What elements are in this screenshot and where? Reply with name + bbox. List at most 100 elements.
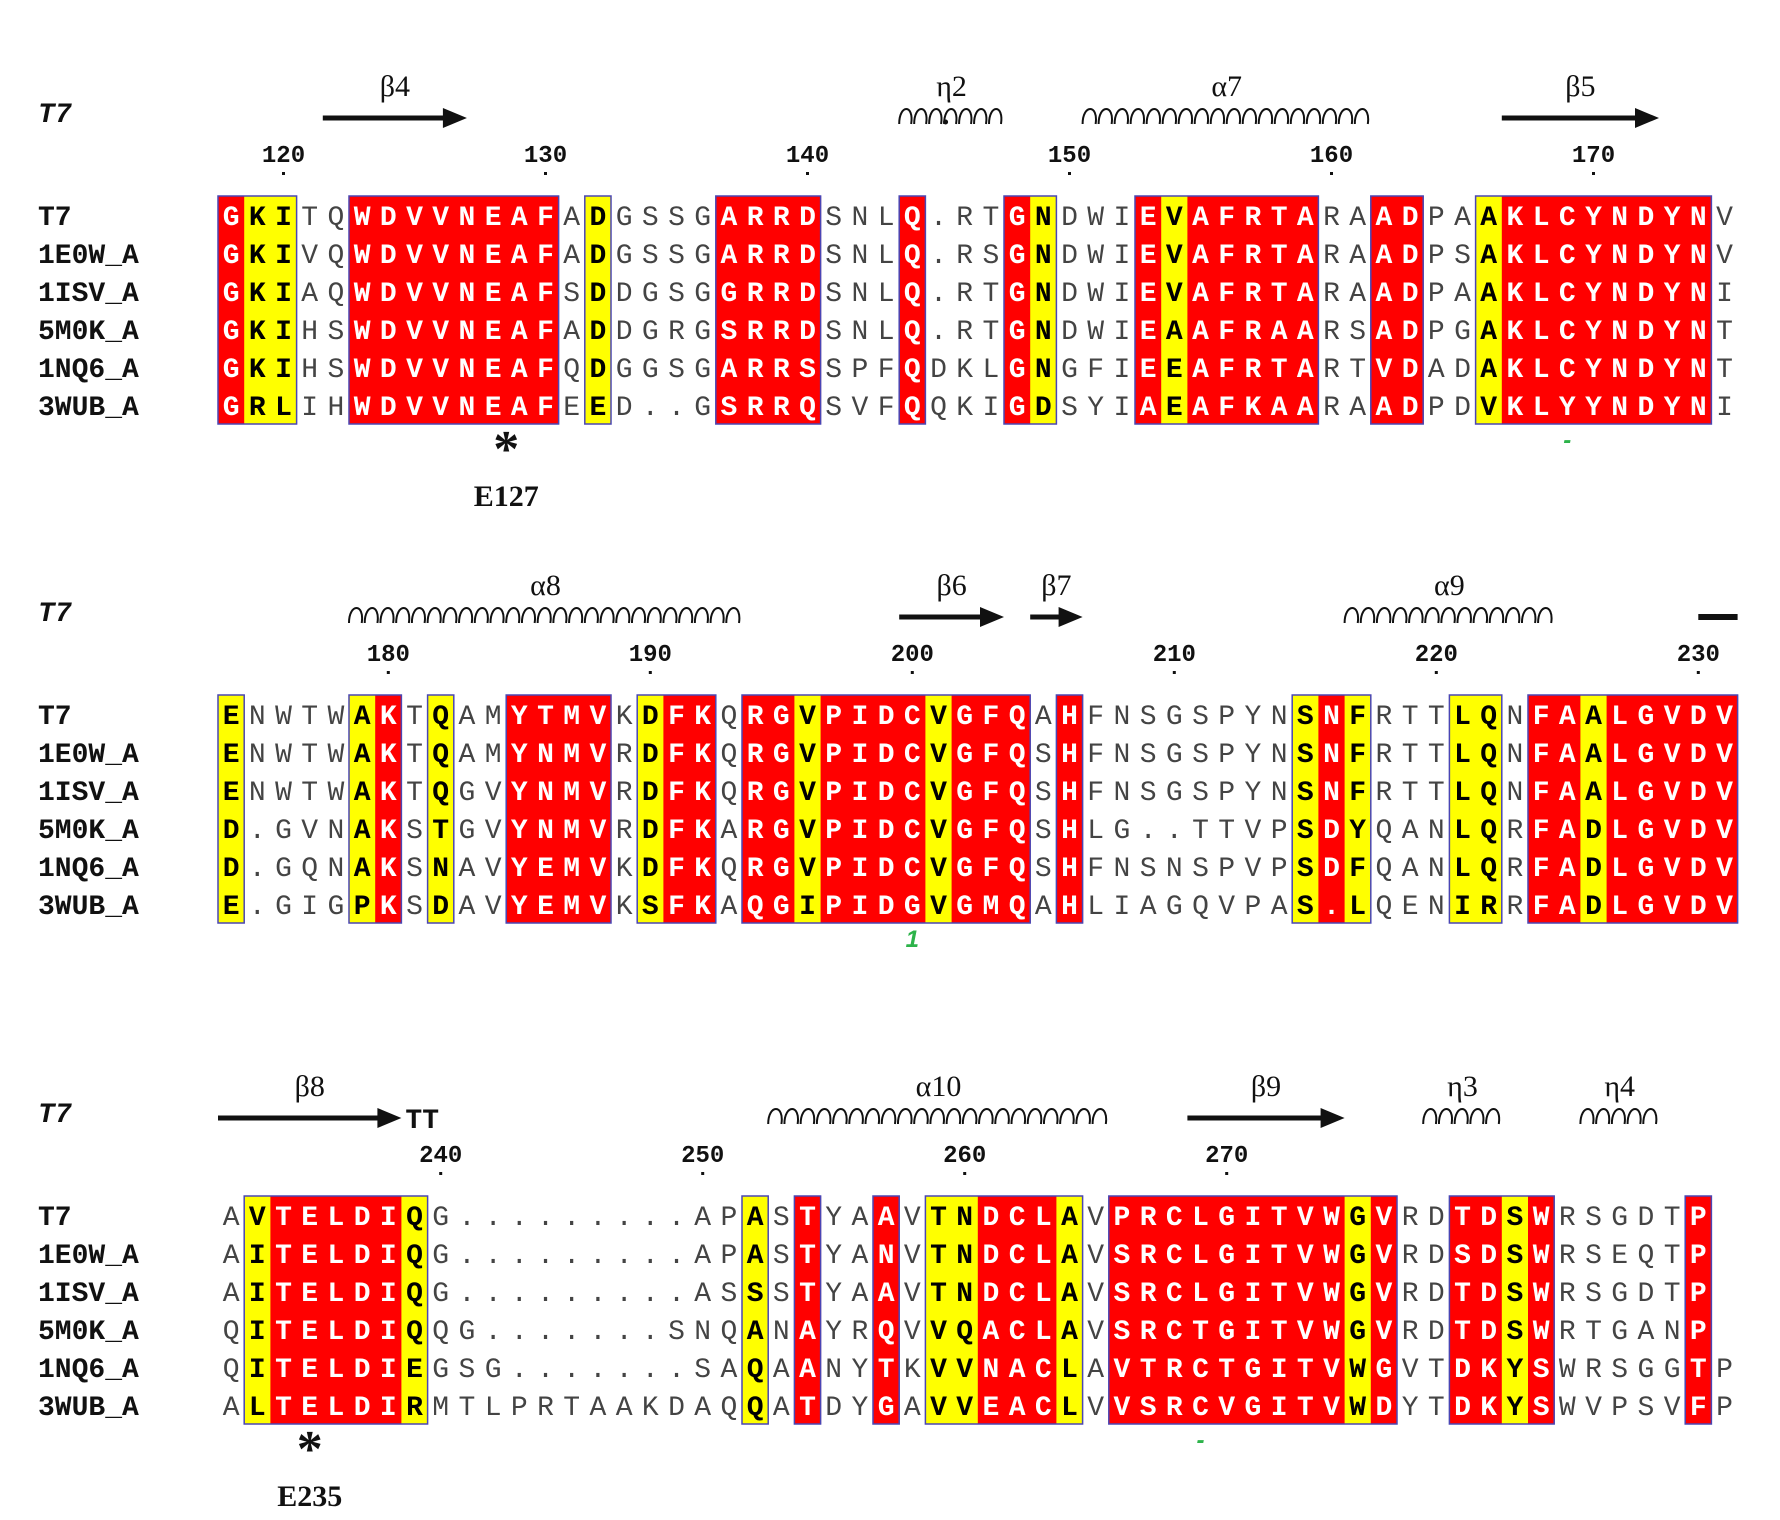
residue: A bbox=[1035, 892, 1052, 923]
residue: D bbox=[825, 1393, 842, 1424]
identity-column bbox=[1292, 1196, 1319, 1424]
position-number: 140 bbox=[786, 143, 829, 170]
residue: G bbox=[878, 1393, 895, 1424]
ss-label: α8 bbox=[530, 569, 561, 602]
residue: A bbox=[589, 1393, 606, 1424]
residue: K bbox=[694, 778, 711, 809]
residue: I bbox=[851, 892, 868, 923]
residue: F bbox=[1349, 740, 1366, 771]
residue: . bbox=[668, 1241, 685, 1272]
residue: D bbox=[380, 317, 397, 348]
residue: V bbox=[1716, 740, 1733, 771]
residue: . bbox=[930, 279, 947, 310]
residue: P bbox=[1113, 1203, 1130, 1234]
residue: G bbox=[773, 816, 790, 847]
identity-column bbox=[1528, 196, 1555, 424]
residue: Y bbox=[1585, 317, 1602, 348]
residue: L bbox=[1349, 892, 1366, 923]
residue: C bbox=[1192, 1355, 1209, 1386]
residue: I bbox=[1113, 317, 1130, 348]
similarity-column bbox=[401, 1196, 429, 1424]
residue: A bbox=[1297, 203, 1314, 234]
residue: D bbox=[1454, 393, 1471, 424]
residue: V bbox=[799, 702, 816, 733]
residue: Y bbox=[1244, 740, 1261, 771]
residue: V bbox=[1716, 892, 1733, 923]
residue: S bbox=[1113, 1279, 1130, 1310]
residue: T bbox=[301, 740, 318, 771]
residue: N bbox=[956, 1241, 973, 1272]
residue: R bbox=[1402, 1203, 1419, 1234]
residue: L bbox=[1035, 1203, 1052, 1234]
residue: N bbox=[1611, 355, 1628, 386]
residue: N bbox=[1664, 1317, 1681, 1348]
residue: D bbox=[354, 1203, 371, 1234]
residue: S bbox=[563, 279, 580, 310]
identity-column bbox=[1370, 196, 1398, 424]
similarity-column bbox=[1475, 695, 1503, 923]
position-number: 180 bbox=[367, 642, 410, 669]
residue: G bbox=[1218, 1279, 1235, 1310]
residue: Q bbox=[327, 241, 344, 272]
residue: A bbox=[720, 241, 737, 272]
residue: A bbox=[1559, 854, 1576, 885]
residue: F bbox=[537, 279, 554, 310]
residue: Y bbox=[1506, 1355, 1523, 1386]
residue: E bbox=[301, 1317, 318, 1348]
residue: Y bbox=[1664, 355, 1681, 386]
residue: E bbox=[1166, 393, 1183, 424]
residue: A bbox=[1349, 279, 1366, 310]
residue: K bbox=[642, 1393, 659, 1424]
residue: . bbox=[930, 241, 947, 272]
residue: A bbox=[1480, 317, 1497, 348]
residue: A bbox=[982, 1317, 999, 1348]
residue: G bbox=[1637, 854, 1654, 885]
residue: M bbox=[563, 816, 580, 847]
residue: D bbox=[1690, 816, 1707, 847]
residue: . bbox=[1140, 816, 1157, 847]
similarity-column bbox=[1501, 1196, 1529, 1424]
residue: S bbox=[1506, 1241, 1523, 1272]
residue: F bbox=[1218, 279, 1235, 310]
residue: Q bbox=[563, 355, 580, 386]
residue: V bbox=[1402, 1355, 1419, 1386]
residue: P bbox=[511, 1393, 528, 1424]
residue: K bbox=[1506, 203, 1523, 234]
residue: S bbox=[720, 1279, 737, 1310]
residue: P bbox=[1218, 854, 1235, 885]
residue: Q bbox=[720, 778, 737, 809]
residue: D bbox=[1323, 816, 1340, 847]
identity-column bbox=[899, 695, 926, 923]
similarity-column bbox=[1580, 695, 1608, 923]
residue: K bbox=[1244, 393, 1261, 424]
residue: V bbox=[1087, 1241, 1104, 1272]
residue: Q bbox=[1480, 740, 1497, 771]
residue: G bbox=[1113, 816, 1130, 847]
residue: F bbox=[1218, 317, 1235, 348]
residue: E bbox=[485, 279, 502, 310]
residue: N bbox=[537, 816, 554, 847]
residue: C bbox=[1035, 1393, 1052, 1424]
residue: W bbox=[354, 317, 371, 348]
residue: D bbox=[354, 1355, 371, 1386]
similarity-column bbox=[1292, 695, 1319, 923]
residue: L bbox=[327, 1203, 344, 1234]
residue: . bbox=[642, 1241, 659, 1272]
residue: Q bbox=[1375, 854, 1392, 885]
residue: . bbox=[249, 816, 266, 847]
residue: D bbox=[380, 203, 397, 234]
residue: A bbox=[1559, 816, 1576, 847]
residue: D bbox=[1480, 1317, 1497, 1348]
residue: N bbox=[1323, 778, 1340, 809]
residue: R bbox=[1375, 778, 1392, 809]
residue: K bbox=[904, 1355, 921, 1386]
similarity-column bbox=[218, 695, 245, 923]
residue: A bbox=[354, 740, 371, 771]
residue: F bbox=[537, 203, 554, 234]
residue: P bbox=[720, 1203, 737, 1234]
residue: Q bbox=[1637, 1241, 1654, 1272]
residue: T bbox=[1428, 778, 1445, 809]
residue: . bbox=[930, 203, 947, 234]
residue: K bbox=[956, 393, 973, 424]
